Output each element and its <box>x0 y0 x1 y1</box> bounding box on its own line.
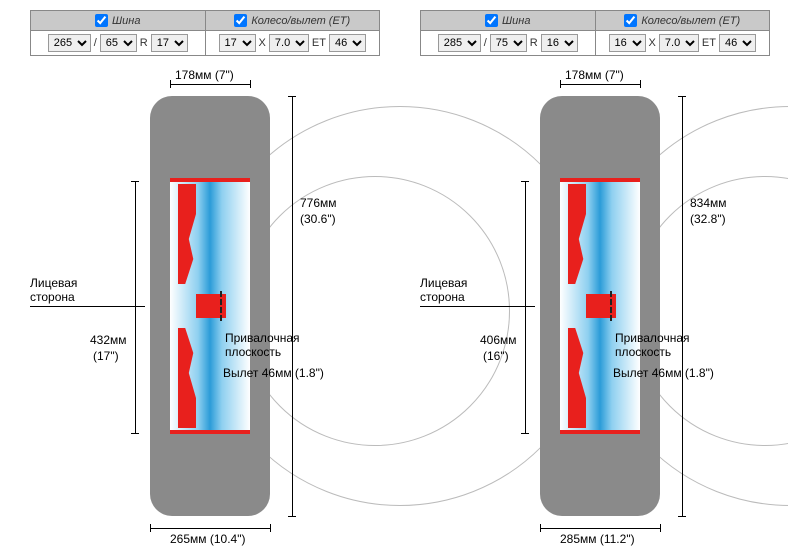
dim-height: 776мм <box>300 196 337 210</box>
tire-checkbox[interactable] <box>95 14 108 27</box>
tire-header-label: Шина <box>502 15 530 27</box>
wheel-offset-select[interactable]: 46 <box>719 34 756 52</box>
separator: / <box>94 37 97 49</box>
wheel-width-select[interactable]: 7.0 <box>659 34 699 52</box>
r-label: R <box>140 37 148 49</box>
tire-diagram: 178мм (7") 776мм (30.6") 432мм (17") 265… <box>30 66 380 536</box>
x-label: X <box>259 37 266 49</box>
wheel-header-label: Колесо/вылет (ET) <box>251 15 350 27</box>
wheel-checkbox[interactable] <box>234 14 247 27</box>
et-label: ET <box>312 37 326 49</box>
dim-height: 834мм <box>690 196 727 210</box>
tire-panel-left: Шина Колесо/вылет (ET) 265 / 65 R 17 17 … <box>30 10 380 536</box>
wheel-offset-select[interactable]: 46 <box>329 34 366 52</box>
x-label: X <box>649 37 656 49</box>
label-face-side: Лицевая сторона <box>30 276 100 304</box>
tire-width-select[interactable]: 285 <box>438 34 481 52</box>
dim-top-width: 178мм (7") <box>175 68 234 82</box>
tire-diagram: 178мм (7") 834мм (32.8") 406мм (16") 285… <box>420 66 770 536</box>
header-wheel: Колесо/вылет (ET) <box>596 11 770 30</box>
tire-rim-select[interactable]: 16 <box>541 34 578 52</box>
label-offset: Вылет 46мм (1.8") <box>613 366 733 380</box>
dim-rim-diam-inch: (17") <box>93 349 119 363</box>
separator: / <box>484 37 487 49</box>
label-mount-plane: Привалочная плоскость <box>615 331 705 359</box>
tire-checkbox[interactable] <box>485 14 498 27</box>
dim-bottom-width: 265мм (10.4") <box>170 532 245 546</box>
wheel-header-label: Колесо/вылет (ET) <box>641 15 740 27</box>
dim-rim-diam-inch: (16") <box>483 349 509 363</box>
wheel-checkbox[interactable] <box>624 14 637 27</box>
wheel-width-select[interactable]: 7.0 <box>269 34 309 52</box>
dim-rim-diam: 432мм <box>90 333 127 347</box>
header-wheel: Колесо/вылет (ET) <box>206 11 380 30</box>
dim-height-inch: (30.6") <box>300 212 336 226</box>
label-offset: Вылет 46мм (1.8") <box>223 366 343 380</box>
tire-header-label: Шина <box>112 15 140 27</box>
tire-width-select[interactable]: 265 <box>48 34 91 52</box>
tire-rim-select[interactable]: 17 <box>151 34 188 52</box>
wheel-diam-select[interactable]: 16 <box>609 34 646 52</box>
tire-aspect-select[interactable]: 65 <box>100 34 137 52</box>
header-tire: Шина <box>421 11 596 30</box>
et-label: ET <box>702 37 716 49</box>
tire-aspect-select[interactable]: 75 <box>490 34 527 52</box>
label-mount-plane: Привалочная плоскость <box>225 331 315 359</box>
dim-top-width: 178мм (7") <box>565 68 624 82</box>
dim-height-inch: (32.8") <box>690 212 726 226</box>
dim-rim-diam: 406мм <box>480 333 517 347</box>
r-label: R <box>530 37 538 49</box>
wheel-diam-select[interactable]: 17 <box>219 34 256 52</box>
dim-bottom-width: 285мм (11.2") <box>560 532 635 546</box>
tire-panel-right: Шина Колесо/вылет (ET) 285 / 75 R 16 16 … <box>420 10 770 536</box>
label-face-side: Лицевая сторона <box>420 276 490 304</box>
header-tire: Шина <box>31 11 206 30</box>
